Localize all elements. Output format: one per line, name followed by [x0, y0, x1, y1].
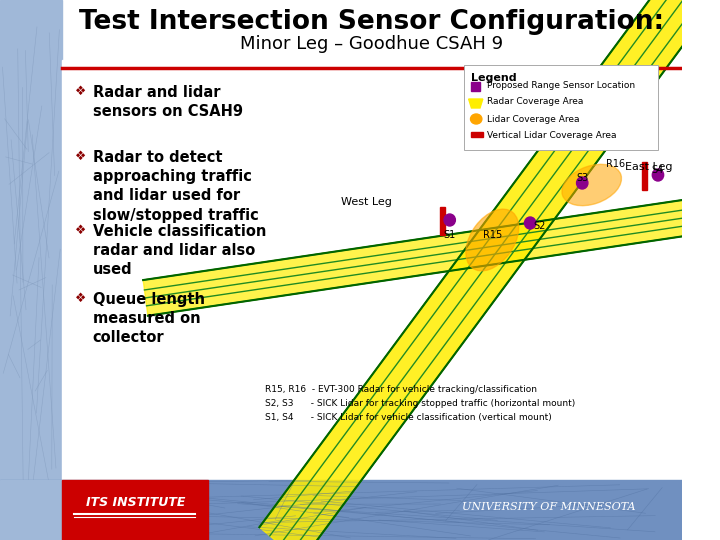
Text: S2, S3      - SICK Lidar for tracking stopped traffic (horizontal mount): S2, S3 - SICK Lidar for tracking stopped…	[265, 399, 575, 408]
Ellipse shape	[466, 209, 518, 271]
Ellipse shape	[470, 114, 482, 124]
Bar	[0, 0, 61, 540]
Text: Proposed Range Sensor Location: Proposed Range Sensor Location	[487, 80, 635, 90]
Text: Radar to detect
approaching traffic
and lidar used for
slow/stopped traffic: Radar to detect approaching traffic and …	[93, 150, 258, 222]
Bar	[440, 207, 445, 235]
Text: ❖: ❖	[75, 150, 86, 163]
Text: Legend: Legend	[472, 73, 517, 83]
Bar	[464, 65, 658, 150]
Bar	[472, 132, 483, 137]
Text: R15: R15	[483, 230, 502, 240]
Text: S3: S3	[576, 173, 588, 183]
Text: Minor Leg – Goodhue CSAH 9: Minor Leg – Goodhue CSAH 9	[240, 35, 503, 53]
Text: ❖: ❖	[75, 85, 86, 98]
Text: S4: S4	[652, 165, 664, 175]
Text: S2: S2	[534, 221, 546, 231]
Polygon shape	[259, 0, 720, 540]
Circle shape	[652, 169, 664, 181]
Bar	[472, 82, 480, 91]
Ellipse shape	[562, 164, 621, 206]
Circle shape	[444, 214, 455, 226]
Text: East Leg: East Leg	[625, 162, 672, 172]
Text: R16: R16	[606, 159, 625, 169]
Text: Queue length
measured on
collector: Queue length measured on collector	[93, 292, 204, 346]
Text: ITS INSTITUTE: ITS INSTITUTE	[86, 496, 185, 510]
Bar	[61, 60, 682, 480]
Polygon shape	[143, 174, 720, 316]
Text: Radar Coverage Area: Radar Coverage Area	[487, 98, 583, 106]
Text: S1: S1	[444, 230, 456, 240]
Text: Test Intersection Sensor Configuration:: Test Intersection Sensor Configuration:	[78, 9, 664, 35]
Bar	[61, 480, 208, 540]
Bar	[0, 480, 682, 540]
Bar	[642, 162, 647, 190]
Text: Lidar Coverage Area: Lidar Coverage Area	[487, 114, 579, 124]
Text: Vertical Lidar Coverage Area: Vertical Lidar Coverage Area	[487, 132, 616, 140]
Bar	[0, 480, 61, 540]
Circle shape	[577, 177, 588, 189]
Text: Radar and lidar
sensors on CSAH9: Radar and lidar sensors on CSAH9	[93, 85, 243, 119]
Text: S1, S4      - SICK Lidar for vehicle classification (vertical mount): S1, S4 - SICK Lidar for vehicle classifi…	[265, 413, 552, 422]
Circle shape	[524, 217, 536, 229]
Text: Vehicle classification
radar and lidar also
used: Vehicle classification radar and lidar a…	[93, 224, 266, 278]
Polygon shape	[469, 99, 483, 108]
Text: R15, R16  - EVT-300 Radar for vehicle tracking/classification: R15, R16 - EVT-300 Radar for vehicle tra…	[265, 385, 537, 394]
Text: West Leg: West Leg	[341, 197, 392, 207]
Text: ❖: ❖	[75, 224, 86, 237]
Text: ❖: ❖	[75, 292, 86, 305]
Text: UNIVERSITY OF MINNESOTA: UNIVERSITY OF MINNESOTA	[462, 502, 636, 512]
